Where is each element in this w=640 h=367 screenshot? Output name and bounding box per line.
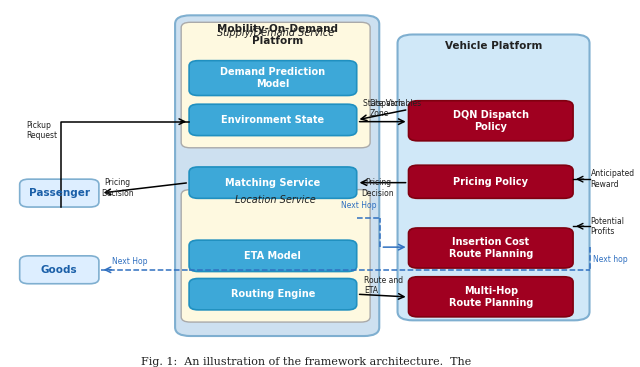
Text: Pricing Policy: Pricing Policy — [453, 177, 528, 187]
FancyBboxPatch shape — [408, 101, 573, 141]
Text: Matching Service: Matching Service — [225, 178, 321, 188]
FancyBboxPatch shape — [20, 179, 99, 207]
Text: Pricing
Decision: Pricing Decision — [101, 178, 134, 197]
Text: Vehicle Platform: Vehicle Platform — [445, 41, 542, 51]
FancyBboxPatch shape — [408, 228, 573, 268]
FancyBboxPatch shape — [189, 240, 356, 272]
FancyBboxPatch shape — [189, 61, 356, 95]
Text: Mobility-On-Demand
Platform: Mobility-On-Demand Platform — [217, 24, 338, 46]
Text: Multi-Hop
Route Planning: Multi-Hop Route Planning — [449, 286, 533, 308]
Text: Supply/Demand Service: Supply/Demand Service — [217, 28, 334, 37]
FancyBboxPatch shape — [181, 22, 370, 148]
FancyBboxPatch shape — [189, 167, 356, 198]
Text: Environment State: Environment State — [221, 115, 324, 125]
Text: Next hop: Next hop — [593, 255, 627, 264]
Text: Anticipated
Reward: Anticipated Reward — [591, 170, 635, 189]
Text: State Variables: State Variables — [364, 99, 422, 108]
Text: Demand Prediction
Model: Demand Prediction Model — [220, 67, 326, 89]
FancyBboxPatch shape — [181, 190, 370, 322]
Text: ETA Model: ETA Model — [244, 251, 301, 261]
Text: Dispatch
Zone: Dispatch Zone — [369, 99, 403, 118]
Text: Location Service: Location Service — [236, 195, 316, 205]
FancyBboxPatch shape — [408, 277, 573, 317]
Text: DQN Dispatch
Policy: DQN Dispatch Policy — [452, 110, 529, 132]
Text: Pricing
Decision: Pricing Decision — [362, 178, 394, 197]
Text: Potential
Profits: Potential Profits — [591, 217, 625, 236]
Text: Route and
ETA: Route and ETA — [364, 276, 403, 295]
FancyBboxPatch shape — [175, 15, 380, 336]
Text: Goods: Goods — [41, 265, 77, 275]
Text: Passenger: Passenger — [29, 188, 90, 198]
FancyBboxPatch shape — [189, 104, 356, 135]
Text: Next Hop: Next Hop — [111, 257, 147, 266]
FancyBboxPatch shape — [397, 34, 589, 320]
Text: Next Hop: Next Hop — [342, 201, 377, 210]
Text: Pickup
Request: Pickup Request — [26, 121, 57, 140]
FancyBboxPatch shape — [408, 165, 573, 198]
Text: Fig. 1:  An illustration of the framework architecture.  The: Fig. 1: An illustration of the framework… — [141, 357, 471, 367]
Text: Routing Engine: Routing Engine — [230, 289, 315, 299]
Text: Insertion Cost
Route Planning: Insertion Cost Route Planning — [449, 237, 533, 259]
FancyBboxPatch shape — [20, 256, 99, 284]
FancyBboxPatch shape — [189, 279, 356, 310]
